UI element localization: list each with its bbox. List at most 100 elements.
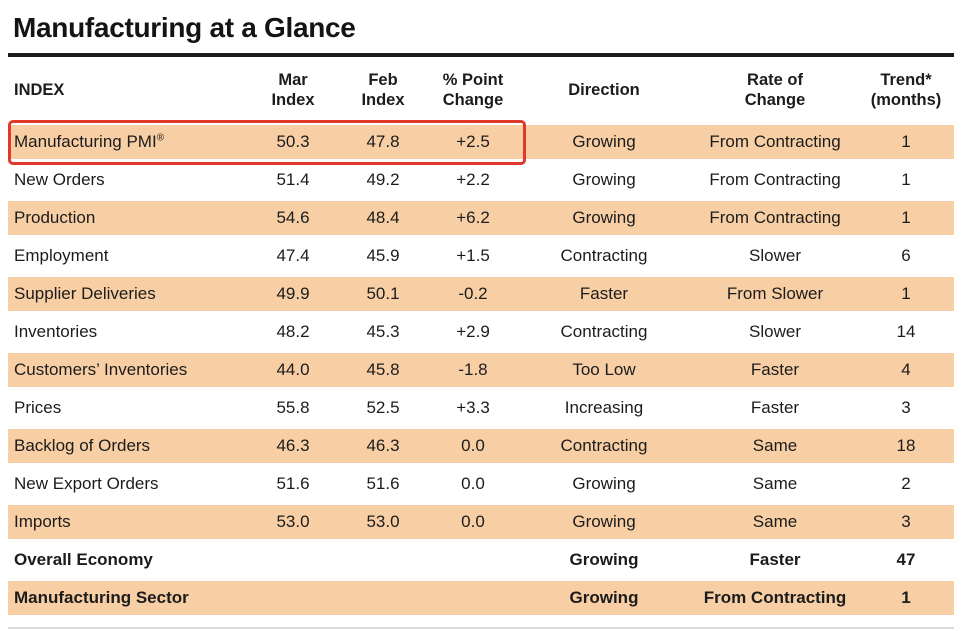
point-change-value: +2.2 [456,170,490,189]
point-change-value: +3.3 [456,398,490,417]
table-row-manufacturing-sector: Manufacturing Sector Growing From Contra… [8,579,954,617]
direction-value: Growing [569,588,639,607]
table-row-imports: Imports 53.0 53.0 0.0 Growing Same 3 [8,503,954,541]
point-change-value: 0.0 [461,436,485,455]
table-row-backlog-of-orders: Backlog of Orders 46.3 46.3 0.0 Contract… [8,427,954,465]
row-label: Overall Economy [14,550,153,569]
trend-value: 18 [896,436,916,455]
rate-of-change-value: From Contracting [709,132,841,151]
mar-index-value: 50.3 [276,132,310,151]
table-row-production: Production 54.6 48.4 +6.2 Growing From C… [8,199,954,237]
feb-index-value: 52.5 [366,398,400,417]
registered-mark: ® [156,132,165,144]
mar-index-value: 53.0 [276,512,310,531]
point-change-value: 0.0 [461,474,485,493]
page-title: Manufacturing at a Glance [13,12,356,43]
row-label: Production [14,208,96,227]
rate-of-change-value: Faster [749,550,801,569]
rate-of-change-value: Slower [749,246,801,265]
mar-index-value: 44.0 [276,360,310,379]
rate-of-change-value: From Contracting [709,170,841,189]
feb-index-value: 45.9 [366,246,400,265]
point-change-value: -1.8 [458,360,488,379]
direction-value: Growing [569,550,639,569]
rate-of-change-value: From Contracting [709,208,841,227]
mar-index-value: 47.4 [276,246,310,265]
feb-index-value: 46.3 [366,436,400,455]
title-divider [8,53,954,57]
direction-value: Contracting [560,246,648,265]
table-row-overall-economy: Overall Economy Growing Faster 47 [8,541,954,579]
trend-value: 1 [901,132,911,151]
rate-of-change-value: Same [752,474,798,493]
mar-index-value: 49.9 [276,284,310,303]
mar-index-value: 51.6 [276,474,310,493]
mar-index-value: 46.3 [276,436,310,455]
col-header-feb-index: Feb Index [361,71,405,109]
row-label: Customers’ Inventories [14,360,188,379]
direction-value: Contracting [560,436,648,455]
direction-value: Growing [572,132,636,151]
bottom-divider [8,627,954,629]
rate-of-change-value: Faster [750,398,800,417]
row-label: Manufacturing Sector [14,588,189,607]
row-label: Employment [14,246,109,265]
trend-value: 3 [901,398,911,417]
table-row-manufacturing-pmi: Manufacturing PMI® 50.3 47.8 +2.5 Growin… [8,123,954,161]
trend-value: 14 [896,322,916,341]
row-label: Backlog of Orders [14,436,151,455]
table-row-employment: Employment 47.4 45.9 +1.5 Contracting Sl… [8,237,954,275]
trend-value: 2 [901,474,911,493]
direction-value: Growing [572,512,636,531]
col-header-mar-index: Mar Index [271,71,315,109]
table-body: Manufacturing PMI® 50.3 47.8 +2.5 Growin… [8,123,954,617]
trend-value: 1 [901,588,911,607]
direction-value: Faster [579,284,629,303]
row-label: Inventories [14,322,98,341]
rate-of-change-value: Same [752,436,798,455]
col-header-trend: Trend* (months) [870,71,942,109]
table-row-customers-inventories: Customers’ Inventories 44.0 45.8 -1.8 To… [8,351,954,389]
col-header-index-label: INDEX [14,81,65,99]
direction-value: Increasing [564,398,644,417]
direction-value: Growing [572,474,636,493]
feb-index-value: 49.2 [366,170,400,189]
feb-index-value: 51.6 [366,474,400,493]
direction-value: Growing [572,170,636,189]
feb-index-value: 47.8 [366,132,400,151]
trend-value: 4 [901,360,911,379]
row-label: New Export Orders [14,474,159,493]
point-change-value: +2.5 [456,132,490,151]
feb-index-value: 45.3 [366,322,400,341]
row-label: Manufacturing PMI® [14,132,165,151]
trend-value: 6 [901,246,911,265]
point-change-value: 0.0 [461,512,485,531]
point-change-value: -0.2 [458,284,488,303]
rate-of-change-value: From Contracting [703,588,847,607]
trend-value: 1 [901,208,911,227]
glance-table: INDEX Mar Index Feb Index % Point Change… [8,57,954,617]
trend-value: 3 [901,512,911,531]
direction-value: Growing [572,208,636,227]
mar-index-value: 55.8 [276,398,310,417]
table-row-inventories: Inventories 48.2 45.3 +2.9 Contracting S… [8,313,954,351]
point-change-value: +1.5 [456,246,490,265]
rate-of-change-value: Same [752,512,798,531]
col-header-index: INDEX [8,80,250,100]
row-label: Prices [14,398,62,417]
trend-value: 1 [901,284,911,303]
feb-index-value: 53.0 [366,512,400,531]
trend-value: 1 [901,170,911,189]
table-row-new-export-orders: New Export Orders 51.6 51.6 0.0 Growing … [8,465,954,503]
mar-index-value: 48.2 [276,322,310,341]
rate-of-change-value: From Slower [726,284,824,303]
mar-index-value: 51.4 [276,170,310,189]
trend-value: 47 [896,550,916,569]
direction-value: Contracting [560,322,648,341]
table-row-prices: Prices 55.8 52.5 +3.3 Increasing Faster … [8,389,954,427]
feb-index-value: 45.8 [366,360,400,379]
table-row-new-orders: New Orders 51.4 49.2 +2.2 Growing From C… [8,161,954,199]
row-label: Imports [14,512,71,531]
table-header-row: INDEX Mar Index Feb Index % Point Change… [8,57,954,123]
